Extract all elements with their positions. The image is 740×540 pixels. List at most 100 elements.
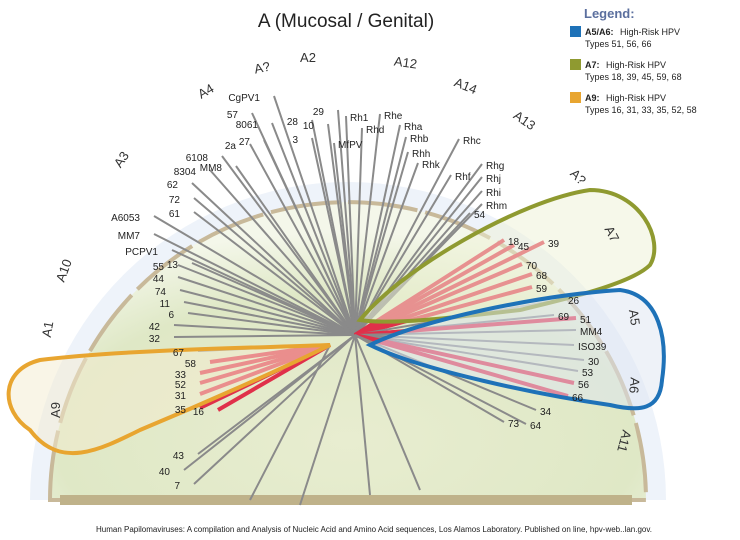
clade-label: A2 <box>300 50 316 65</box>
branch <box>354 334 421 491</box>
branch <box>354 124 401 336</box>
leaf-label: 70 <box>526 261 538 272</box>
leaf-label: 64 <box>530 421 542 432</box>
branch <box>183 334 356 471</box>
leaf-label: Rhe <box>384 111 403 122</box>
branch <box>193 197 356 336</box>
branch <box>271 122 356 336</box>
clade-label: A12 <box>393 54 418 72</box>
branch <box>354 334 371 496</box>
branch <box>183 301 356 336</box>
legend-clade: A9: <box>585 93 600 103</box>
legend-types: Types 51, 56, 66 <box>585 39 652 49</box>
leaf-label: Rhb <box>410 134 429 145</box>
branch <box>153 215 356 336</box>
branch <box>191 182 356 336</box>
branch <box>193 334 356 485</box>
leaf-label: 56 <box>578 380 590 391</box>
branch <box>177 264 356 336</box>
leaf-label: 7 <box>174 481 180 492</box>
branch <box>173 324 356 336</box>
leaf-label: 18 <box>508 237 520 248</box>
branch <box>187 312 356 336</box>
leaf-label: 45 <box>518 242 530 253</box>
leaf-label: 58 <box>185 359 197 370</box>
leaf-label: 40 <box>159 467 171 478</box>
clade-label: A6 <box>626 377 642 394</box>
branch <box>337 109 356 336</box>
caption: Human Papilomaviruses: A compilation and… <box>96 525 652 534</box>
leaf-label: 27 <box>239 137 251 148</box>
leaf-label: Rh1 <box>350 113 369 124</box>
leaf-label: 13 <box>167 260 179 271</box>
branch <box>354 151 409 336</box>
legend-swatch <box>570 59 581 70</box>
legend-types: Types 16, 31, 33, 35, 52, 58 <box>585 105 697 115</box>
leaf-label: 61 <box>169 209 181 220</box>
leaf-label: 30 <box>588 357 600 368</box>
branch <box>299 334 356 506</box>
leaf-label: Rhh <box>412 149 430 160</box>
branch <box>191 262 356 336</box>
leaf-label: Rhi <box>486 188 501 199</box>
leaf-label: Rhc <box>463 136 481 147</box>
base <box>60 495 632 505</box>
leaf-label: Rhf <box>455 172 471 183</box>
branch <box>354 113 381 336</box>
title: A (Mucosal / Genital) <box>258 11 434 32</box>
leaf-label: Rhg <box>486 161 504 172</box>
legend-title: Legend: <box>584 6 635 21</box>
leaf-label: 67 <box>173 348 185 359</box>
leaf-label: 53 <box>582 368 594 379</box>
clade-label: A5 <box>626 308 643 326</box>
branch <box>333 142 356 336</box>
clade-label: A? <box>567 166 589 188</box>
branch <box>177 276 356 336</box>
leaf-label: 32 <box>149 334 161 345</box>
leaf-label: MM8 <box>200 163 223 174</box>
leaf-label: 8304 <box>174 167 197 178</box>
leaf-label: PCPV1 <box>125 247 158 258</box>
a9-outline <box>6 343 331 456</box>
branch <box>249 344 331 501</box>
leaf-label: 11 <box>160 299 171 310</box>
leaf-label: 31 <box>175 391 187 402</box>
legend-risk: High-Risk HPV <box>606 93 666 103</box>
leaf-label: MM7 <box>118 231 141 242</box>
branch <box>345 115 356 336</box>
clade-label: A11 <box>614 429 634 454</box>
leaf-label: 73 <box>508 419 520 430</box>
leaf-label: 74 <box>155 287 167 298</box>
leaf-label: 42 <box>149 322 161 333</box>
clade-label: A14 <box>452 75 479 98</box>
legend-risk: High-Risk HPV <box>620 27 680 37</box>
leaf-label: 52 <box>175 380 187 391</box>
legend-types: Types 18, 39, 45, 59, 68 <box>585 72 682 82</box>
leaf-label: 29 <box>313 107 325 118</box>
clade-label: A10 <box>53 257 75 284</box>
leaf-label: MfPV <box>338 140 363 151</box>
leaf-label: 54 <box>474 210 486 221</box>
leaf-label: 57 <box>227 110 239 121</box>
legend-swatch <box>570 92 581 103</box>
leaf-label: MM4 <box>580 327 603 338</box>
a5-a6-outline <box>365 287 666 411</box>
leaf-label: 8061 <box>236 120 259 131</box>
leaf-label: 39 <box>548 239 560 250</box>
leaf-label: Rhk <box>422 160 441 171</box>
clade-label: A3 <box>111 149 132 171</box>
branch <box>235 165 356 336</box>
leaf-label: 16 <box>193 407 205 418</box>
branch <box>273 95 356 336</box>
leaf-label: ISO39 <box>578 342 607 353</box>
leaf-label: 69 <box>558 312 570 323</box>
leaf-label: 44 <box>153 274 165 285</box>
clade-label: A? <box>253 59 272 77</box>
leaf-label: 10 <box>303 121 315 132</box>
branch <box>179 289 356 336</box>
clade-label: A1 <box>39 320 57 338</box>
legend-clade: A7: <box>585 60 600 70</box>
leaf-label: 28 <box>287 117 299 128</box>
leaf-label: Rhd <box>366 125 384 136</box>
clade-label: A9 <box>48 402 63 418</box>
